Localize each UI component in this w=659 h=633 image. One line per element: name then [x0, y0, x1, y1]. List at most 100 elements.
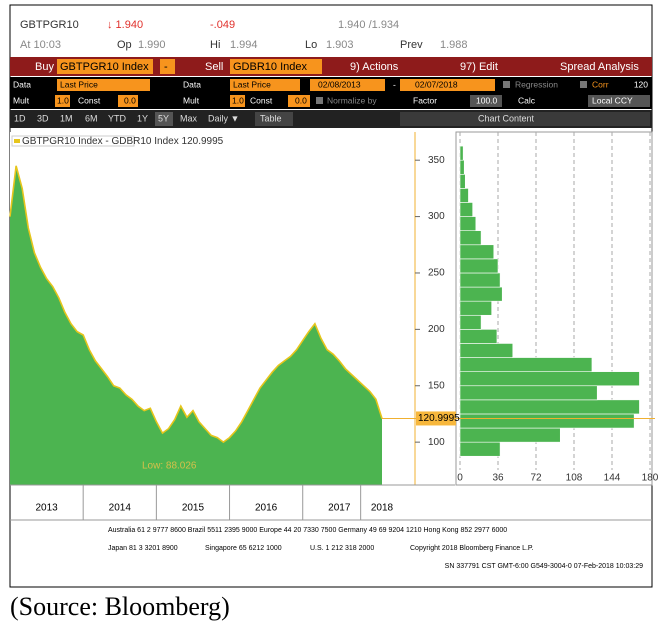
histogram-bar: [459, 216, 477, 231]
low-annotation: Low: 88.026: [142, 461, 197, 472]
input-box: [288, 95, 310, 107]
actions-menu[interactable]: 9) Actions: [350, 61, 399, 73]
x-tick-label: 2014: [109, 503, 132, 514]
x-tick-label: 180: [642, 473, 659, 484]
toolbar-button[interactable]: 1Y: [137, 113, 148, 123]
toolbar-button[interactable]: YTD: [108, 113, 127, 123]
toolbar-button[interactable]: Daily ▼: [208, 113, 239, 123]
input-box: [588, 95, 650, 107]
edit-menu[interactable]: 97) Edit: [460, 61, 498, 73]
low-label: Lo: [305, 39, 317, 51]
last-value-label: 120.9995: [418, 413, 460, 424]
legend-label: GBTPGR10 Index - GDBR10 Index 120.9995: [22, 136, 224, 147]
bid-ask: 1.940 /1.934: [338, 19, 399, 31]
checkbox[interactable]: [316, 97, 323, 104]
y-tick-label: 100: [428, 437, 445, 448]
high-label: Hi: [210, 39, 220, 51]
histogram-bar: [459, 357, 593, 372]
label: Mult: [13, 95, 30, 105]
field-input[interactable]: Last Price: [233, 79, 271, 89]
y-tick-label: 350: [428, 155, 445, 166]
histogram-bar: [459, 159, 465, 175]
start-date[interactable]: 02/08/2013: [318, 79, 361, 89]
input-box: [118, 95, 138, 107]
field-input[interactable]: Last Price: [60, 79, 98, 89]
input-box: [400, 79, 495, 91]
button-bg: [255, 112, 293, 126]
label: Normalize by: [327, 95, 377, 105]
y-tick-label: 300: [428, 211, 445, 222]
legend-box: [11, 135, 135, 147]
input-box: [230, 79, 300, 91]
input-box: [230, 95, 245, 107]
footer-text: Copyright 2018 Bloomberg Finance L.P.: [410, 545, 534, 552]
open-label: Op: [117, 39, 132, 51]
button-highlight: [155, 112, 173, 126]
histogram-bar: [459, 244, 495, 260]
checkbox[interactable]: [503, 81, 510, 88]
checkbox[interactable]: [580, 81, 587, 88]
ccy-select[interactable]: Local CCY: [592, 95, 633, 105]
footer-text: U.S. 1 212 318 2000: [310, 545, 374, 552]
histogram-bar: [459, 286, 503, 302]
histogram-bar: [459, 329, 498, 344]
y-tick-label: 250: [428, 268, 445, 279]
histogram-bar: [459, 272, 501, 288]
footer-text: Australia 61 2 9777 8600 Brazil 5511 239…: [108, 527, 507, 534]
input-box: [310, 79, 385, 91]
histogram-bar: [459, 413, 635, 429]
time: At 10:03: [20, 39, 61, 51]
x-tick-label: 2018: [371, 503, 394, 514]
footer-text: SN 337791 CST GMT-6:00 G549-3004-0 07-Fe…: [445, 563, 643, 570]
x-tick-label: 2013: [35, 503, 58, 514]
histogram-bar: [459, 441, 501, 457]
buy-security[interactable]: GBTPGR10 Index: [60, 61, 149, 73]
operator[interactable]: -: [164, 61, 168, 73]
function-title: Spread Analysis: [560, 61, 639, 73]
change: -.049: [210, 19, 235, 31]
x-tick-label: 72: [530, 473, 542, 484]
toolbar-button[interactable]: Table: [260, 113, 282, 123]
input-value[interactable]: 0.0: [295, 95, 307, 105]
histogram-bar: [459, 145, 464, 161]
histogram-bar: [459, 385, 598, 401]
toolbar-button[interactable]: 6M: [85, 113, 98, 123]
histogram-bar: [459, 258, 499, 274]
toolbar-button[interactable]: 1D: [14, 113, 26, 123]
input-value[interactable]: 1.0: [232, 95, 244, 105]
toolbar-button[interactable]: Max: [180, 113, 198, 123]
sell-security[interactable]: GDBR10 Index: [233, 61, 307, 73]
input-value[interactable]: 0.0: [124, 95, 136, 105]
label: Const: [78, 95, 101, 105]
x-tick-label: 2015: [182, 503, 205, 514]
input-box: [57, 79, 150, 91]
x-tick-label: 2017: [328, 503, 351, 514]
toolbar-button[interactable]: 1M: [60, 113, 73, 123]
prev: 1.988: [440, 39, 468, 51]
label: Factor: [413, 95, 437, 105]
x-tick-label: 36: [492, 473, 504, 484]
histogram-bar: [459, 343, 514, 358]
input-value[interactable]: 1.0: [57, 95, 69, 105]
input-box: [470, 95, 502, 107]
high: 1.994: [230, 39, 258, 51]
histogram-bar: [459, 188, 469, 203]
toolbar-button[interactable]: Chart Content: [478, 113, 535, 123]
button-bg: [400, 112, 650, 126]
label: Corr: [592, 79, 609, 89]
prev-label: Prev: [400, 39, 423, 51]
buy-button[interactable]: Buy: [35, 61, 54, 73]
ticker: GBTPGR10: [20, 19, 79, 31]
end-date[interactable]: 02/07/2018: [415, 79, 458, 89]
label: -: [393, 79, 396, 89]
histogram-bar: [459, 399, 640, 415]
input-box: [230, 59, 322, 74]
label: Regression: [515, 79, 558, 89]
toolbar-button[interactable]: 3D: [37, 113, 49, 123]
label: Data: [183, 79, 201, 89]
input-value[interactable]: 100.0: [476, 95, 498, 105]
toolbar-button[interactable]: 5Y: [158, 113, 169, 123]
sell-button[interactable]: Sell: [205, 61, 223, 73]
input-box: [160, 59, 175, 74]
